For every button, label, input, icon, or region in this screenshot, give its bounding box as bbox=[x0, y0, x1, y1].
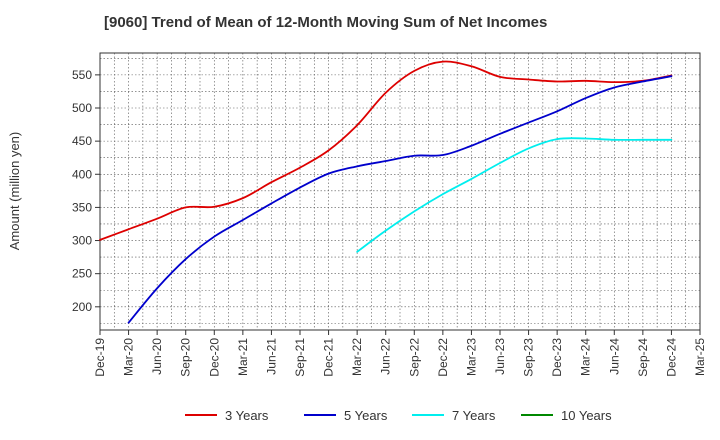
x-tick-label: Dec-19 bbox=[93, 338, 107, 377]
x-tick-label: Jun-20 bbox=[150, 338, 164, 375]
y-tick-label: 250 bbox=[72, 267, 92, 281]
chart-title: [9060] Trend of Mean of 12-Month Moving … bbox=[104, 14, 548, 31]
y-tick-label: 500 bbox=[72, 101, 92, 115]
x-tick-label: Jun-22 bbox=[379, 338, 393, 375]
x-tick-label: Mar-20 bbox=[122, 338, 136, 376]
y-tick-label: 200 bbox=[72, 300, 92, 314]
series-line-7-years bbox=[356, 137, 673, 253]
x-tick-label: Sep-22 bbox=[407, 338, 421, 377]
legend-label-5-years: 5 Years bbox=[344, 408, 388, 423]
y-tick-label: 450 bbox=[72, 134, 92, 148]
x-tick-label: Dec-21 bbox=[322, 338, 336, 377]
series-lines bbox=[99, 60, 673, 324]
x-tick-label: Mar-22 bbox=[350, 338, 364, 376]
x-tick-label: Dec-20 bbox=[207, 338, 221, 377]
grid bbox=[100, 53, 700, 330]
x-tick-label: Sep-21 bbox=[293, 338, 307, 377]
x-tick-label: Mar-23 bbox=[464, 338, 478, 376]
y-tick-label: 300 bbox=[72, 234, 92, 248]
x-tick-label: Sep-24 bbox=[636, 338, 650, 377]
legend-label-10-years: 10 Years bbox=[561, 408, 612, 423]
x-tick-label: Mar-21 bbox=[236, 338, 250, 376]
legend-label-7-years: 7 Years bbox=[452, 408, 496, 423]
legend-label-3-years: 3 Years bbox=[225, 408, 269, 423]
x-tick-label: Jun-21 bbox=[264, 338, 278, 375]
x-tick-label: Jun-24 bbox=[607, 338, 621, 375]
x-tick-label: Dec-23 bbox=[550, 338, 564, 377]
x-tick-label: Jun-23 bbox=[493, 338, 507, 375]
x-tick-label: Mar-25 bbox=[693, 338, 707, 376]
y-axis-label: Amount (million yen) bbox=[7, 132, 22, 251]
series-line-5-years bbox=[127, 75, 673, 324]
y-tick-label: 400 bbox=[72, 167, 92, 181]
plot-frame bbox=[99, 52, 701, 331]
y-tick-label: 350 bbox=[72, 200, 92, 214]
y-axis: 200 250 300 350 400 450 500 550 bbox=[72, 68, 100, 314]
series-line-3-years bbox=[99, 60, 673, 241]
legend: 3 Years 5 Years 7 Years 10 Years bbox=[185, 408, 612, 423]
x-tick-label: Dec-22 bbox=[436, 338, 450, 377]
x-tick-label: Mar-24 bbox=[579, 338, 593, 376]
x-tick-label: Sep-20 bbox=[179, 338, 193, 377]
x-tick-label: Dec-24 bbox=[664, 338, 678, 377]
y-tick-label: 550 bbox=[72, 68, 92, 82]
x-tick-label: Sep-23 bbox=[522, 338, 536, 377]
x-axis: Dec-19 Mar-20 Jun-20 Sep-20 Dec-20 Mar-21 Jun-… bbox=[93, 330, 707, 377]
